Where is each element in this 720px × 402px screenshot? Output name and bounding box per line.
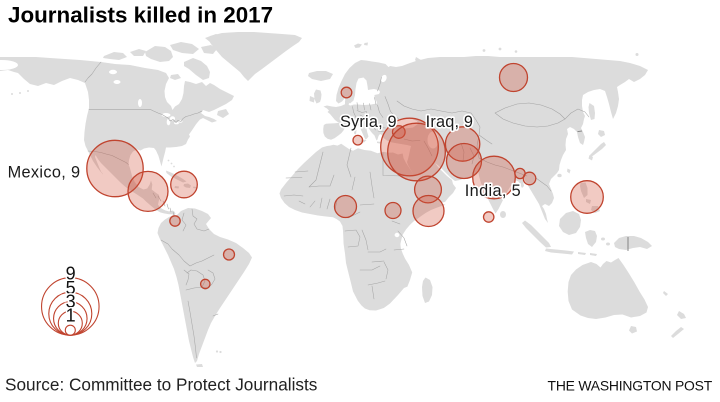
svg-text:3: 3 [66,292,76,312]
svg-text:Iraq, 9: Iraq, 9 [426,113,474,131]
svg-text:1: 1 [66,306,76,326]
svg-text:9: 9 [66,264,76,284]
svg-text:Source: Committee to Protect J: Source: Committee to Protect Journalists [5,375,317,395]
svg-text:India, 5: India, 5 [465,182,521,200]
svg-text:Syria, 9: Syria, 9 [340,113,397,131]
svg-text:Mexico, 9: Mexico, 9 [8,163,81,181]
svg-text:Journalists killed in 2017: Journalists killed in 2017 [8,3,273,28]
svg-text:5: 5 [66,278,76,298]
svg-text:THE WASHINGTON POST: THE WASHINGTON POST [548,378,713,394]
